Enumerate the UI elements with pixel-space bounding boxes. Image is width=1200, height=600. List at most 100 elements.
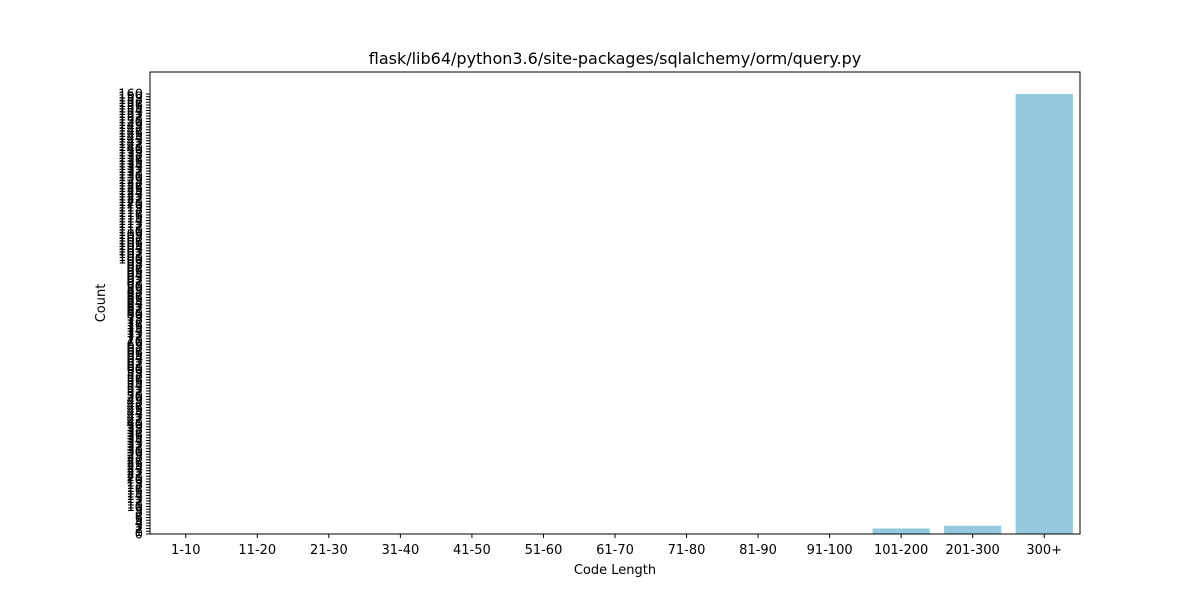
y-tick-label: 145 — [118, 129, 143, 144]
x-tick-label: 300+ — [1026, 543, 1062, 558]
y-tick-label: 34 — [126, 434, 143, 449]
y-tick-label: 67 — [126, 343, 143, 358]
y-tick-label: 92 — [126, 275, 143, 290]
y-tick-label: 159 — [118, 90, 143, 105]
y-tick-label: 62 — [126, 357, 143, 372]
y-tick-label: 51 — [126, 387, 143, 402]
y-tick-label: 53 — [126, 382, 143, 397]
y-tick-label: 153 — [118, 107, 143, 122]
y-tick-label: 157 — [118, 96, 143, 111]
y-tick-label: 133 — [118, 162, 143, 177]
y-tick-label: 50 — [126, 390, 143, 405]
y-tick-label: 47 — [126, 398, 143, 413]
x-tick-label: 1-10 — [171, 543, 201, 558]
y-tick-label: 83 — [126, 299, 143, 314]
y-tick-label: 15 — [126, 486, 143, 501]
y-tick-label: 31 — [126, 442, 143, 457]
y-tick-label: 82 — [126, 302, 143, 317]
y-tick-label: 8 — [135, 506, 143, 521]
y-tick-label: 88 — [126, 286, 143, 301]
y-tick-label: 144 — [118, 132, 143, 147]
y-tick-label: 57 — [126, 371, 143, 386]
y-tick-label: 3 — [135, 519, 143, 534]
y-tick-label: 6 — [135, 511, 143, 526]
y-tick-label: 140 — [118, 143, 143, 158]
bar-101-200 — [872, 528, 930, 534]
y-tick-label: 107 — [118, 233, 143, 248]
y-tick-label: 30 — [126, 445, 143, 460]
y-tick-label: 104 — [118, 242, 143, 257]
y-tick-label: 73 — [126, 327, 143, 342]
y-axis: 0123456789101112131415161718192021222324… — [118, 88, 150, 543]
y-axis-label: Count — [94, 284, 109, 323]
y-tick-label: 12 — [126, 495, 143, 510]
y-tick-label: 17 — [126, 481, 143, 496]
x-tick-label: 91-100 — [807, 543, 853, 558]
y-tick-label: 45 — [126, 404, 143, 419]
y-tick-label: 98 — [126, 258, 143, 273]
y-tick-label: 117 — [118, 206, 143, 221]
x-tick-label: 201-300 — [946, 543, 1000, 558]
y-tick-label: 38 — [126, 423, 143, 438]
y-tick-label: 135 — [118, 156, 143, 171]
y-tick-label: 60 — [126, 363, 143, 378]
y-tick-label: 59 — [126, 365, 143, 380]
x-axis-label: Code Length — [574, 563, 656, 578]
y-tick-label: 101 — [118, 250, 143, 265]
y-tick-label: 150 — [118, 115, 143, 130]
x-tick-label: 21-30 — [310, 543, 348, 558]
y-tick-label: 46 — [126, 401, 143, 416]
y-tick-label: 128 — [118, 176, 143, 191]
y-tick-label: 110 — [118, 225, 143, 240]
y-tick-label: 84 — [126, 297, 143, 312]
y-tick-label: 23 — [126, 464, 143, 479]
y-tick-label: 121 — [118, 195, 143, 210]
y-tick-label: 61 — [126, 360, 143, 375]
y-tick-label: 27 — [126, 453, 143, 468]
y-tick-label: 7 — [135, 508, 143, 523]
y-tick-label: 91 — [126, 277, 143, 292]
y-tick-label: 118 — [118, 203, 143, 218]
y-tick-label: 126 — [118, 181, 143, 196]
y-tick-label: 160 — [118, 88, 143, 103]
y-tick-label: 132 — [118, 165, 143, 180]
y-tick-label: 19 — [126, 475, 143, 490]
y-tick-label: 66 — [126, 346, 143, 361]
y-tick-label: 70 — [126, 335, 143, 350]
y-tick-label: 25 — [126, 459, 143, 474]
y-tick-label: 64 — [126, 352, 143, 367]
y-tick-label: 122 — [118, 192, 143, 207]
y-tick-label: 14 — [126, 489, 143, 504]
y-tick-label: 93 — [126, 272, 143, 287]
y-tick-label: 106 — [118, 236, 143, 251]
y-tick-label: 136 — [118, 154, 143, 169]
chart-title: flask/lib64/python3.6/site-packages/sqla… — [369, 49, 862, 68]
y-tick-label: 54 — [126, 379, 143, 394]
y-tick-label: 123 — [118, 189, 143, 204]
y-tick-label: 39 — [126, 420, 143, 435]
y-tick-label: 147 — [118, 123, 143, 138]
y-tick-label: 129 — [118, 173, 143, 188]
y-tick-label: 105 — [118, 239, 143, 254]
y-tick-label: 143 — [118, 134, 143, 149]
x-tick-label: 11-20 — [238, 543, 276, 558]
y-tick-label: 58 — [126, 368, 143, 383]
y-tick-label: 87 — [126, 288, 143, 303]
y-tick-label: 32 — [126, 440, 143, 455]
y-tick-label: 29 — [126, 448, 143, 463]
y-tick-label: 124 — [118, 187, 143, 202]
y-tick-label: 90 — [126, 280, 143, 295]
y-tick-label: 139 — [118, 145, 143, 160]
y-tick-label: 81 — [126, 305, 143, 320]
y-tick-label: 151 — [118, 112, 143, 127]
y-tick-label: 85 — [126, 294, 143, 309]
y-tick-label: 156 — [118, 99, 143, 114]
y-tick-label: 41 — [126, 415, 143, 430]
y-tick-label: 95 — [126, 266, 143, 281]
y-tick-label: 99 — [126, 255, 143, 270]
y-tick-label: 22 — [126, 467, 143, 482]
y-tick-label: 149 — [118, 118, 143, 133]
y-tick-label: 97 — [126, 261, 143, 276]
bar-300+ — [1015, 94, 1073, 534]
